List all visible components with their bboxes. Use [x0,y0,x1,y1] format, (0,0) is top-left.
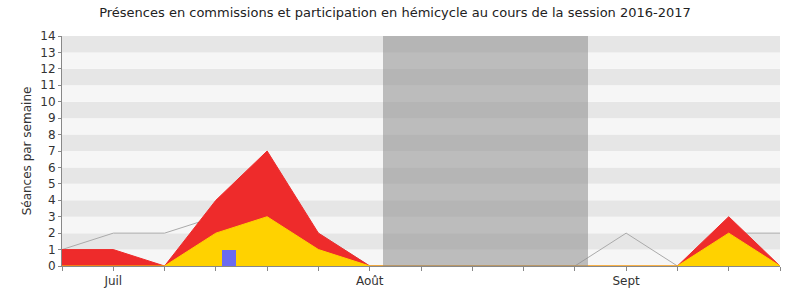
svg-text:2: 2 [48,226,56,240]
svg-text:13: 13 [40,46,55,60]
svg-text:11: 11 [40,78,55,92]
svg-text:5: 5 [48,177,56,191]
svg-text:Séances par semaine: Séances par semaine [20,87,34,216]
svg-text:9: 9 [48,111,56,125]
svg-text:Présences en commissions et pa: Présences en commissions et participatio… [99,5,691,20]
svg-text:Juil: Juil [103,274,122,288]
svg-text:8: 8 [48,128,56,142]
svg-text:3: 3 [48,210,56,224]
svg-text:7: 7 [48,144,56,158]
svg-text:14: 14 [40,29,55,43]
svg-text:4: 4 [48,193,56,207]
svg-text:1: 1 [48,243,56,257]
svg-text:Août: Août [356,274,384,288]
svg-text:10: 10 [40,95,55,109]
svg-text:12: 12 [40,62,55,76]
svg-text:Sept: Sept [612,274,640,288]
svg-text:6: 6 [48,161,56,175]
svg-text:0: 0 [48,259,56,273]
